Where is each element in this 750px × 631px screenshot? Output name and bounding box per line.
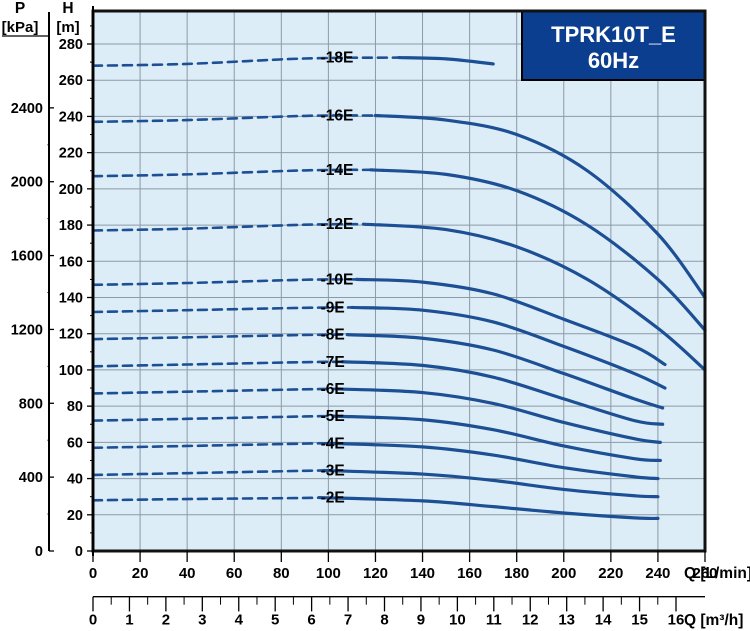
svg-text:2000: 2000 bbox=[11, 175, 43, 191]
svg-text:60: 60 bbox=[226, 565, 243, 582]
svg-text:-10E: -10E bbox=[321, 271, 354, 288]
svg-text:120: 120 bbox=[59, 327, 83, 343]
svg-text:4: 4 bbox=[235, 612, 244, 629]
svg-text:7: 7 bbox=[344, 612, 352, 629]
svg-text:0: 0 bbox=[75, 544, 83, 560]
svg-text:3: 3 bbox=[198, 612, 206, 629]
svg-text:800: 800 bbox=[19, 396, 43, 412]
svg-text:Q [m³/h]: Q [m³/h] bbox=[684, 612, 743, 629]
svg-text:-6E: -6E bbox=[321, 381, 345, 398]
svg-text:8: 8 bbox=[380, 612, 388, 629]
svg-text:80: 80 bbox=[67, 399, 83, 415]
svg-text:H: H bbox=[62, 0, 73, 17]
svg-text:160: 160 bbox=[59, 254, 83, 270]
svg-text:240: 240 bbox=[59, 109, 83, 125]
svg-text:140: 140 bbox=[59, 291, 83, 307]
svg-text:-12E: -12E bbox=[321, 216, 354, 233]
svg-text:-2E: -2E bbox=[321, 490, 345, 507]
svg-text:40: 40 bbox=[179, 565, 196, 582]
svg-text:15: 15 bbox=[631, 612, 648, 629]
svg-text:1600: 1600 bbox=[11, 249, 43, 265]
svg-text:220: 220 bbox=[598, 565, 623, 582]
svg-text:-14E: -14E bbox=[321, 162, 354, 179]
svg-text:-4E: -4E bbox=[321, 435, 345, 452]
svg-text:100: 100 bbox=[316, 565, 341, 582]
svg-text:Q [L/min]: Q [L/min] bbox=[684, 565, 750, 582]
svg-text:0: 0 bbox=[89, 612, 97, 629]
svg-text:6: 6 bbox=[307, 612, 315, 629]
svg-text:180: 180 bbox=[59, 218, 83, 234]
svg-text:[m]: [m] bbox=[56, 19, 79, 36]
svg-text:260: 260 bbox=[59, 73, 83, 89]
svg-text:P: P bbox=[15, 0, 25, 17]
svg-text:-16E: -16E bbox=[321, 108, 354, 125]
svg-text:0: 0 bbox=[89, 565, 97, 582]
svg-text:16: 16 bbox=[668, 612, 685, 629]
svg-text:5: 5 bbox=[271, 612, 279, 629]
svg-text:1200: 1200 bbox=[11, 322, 43, 338]
svg-text:80: 80 bbox=[273, 565, 290, 582]
svg-text:11: 11 bbox=[486, 612, 502, 629]
svg-text:140: 140 bbox=[410, 565, 435, 582]
svg-text:2: 2 bbox=[162, 612, 170, 629]
svg-text:-9E: -9E bbox=[321, 300, 345, 317]
svg-text:60Hz: 60Hz bbox=[588, 48, 639, 73]
svg-text:2400: 2400 bbox=[11, 101, 43, 117]
svg-text:[kPa]: [kPa] bbox=[2, 19, 39, 36]
svg-text:60: 60 bbox=[67, 435, 83, 451]
svg-text:TPRK10T_E: TPRK10T_E bbox=[551, 22, 676, 47]
svg-text:13: 13 bbox=[558, 612, 575, 629]
svg-text:1: 1 bbox=[125, 612, 133, 629]
svg-text:20: 20 bbox=[132, 565, 149, 582]
svg-text:12: 12 bbox=[522, 612, 539, 629]
svg-text:20: 20 bbox=[67, 508, 83, 524]
svg-text:200: 200 bbox=[551, 565, 576, 582]
svg-text:240: 240 bbox=[645, 565, 670, 582]
svg-text:40: 40 bbox=[67, 472, 83, 488]
svg-text:-8E: -8E bbox=[321, 327, 345, 344]
svg-text:160: 160 bbox=[457, 565, 482, 582]
svg-text:220: 220 bbox=[59, 146, 83, 162]
svg-text:9: 9 bbox=[417, 612, 425, 629]
svg-text:0: 0 bbox=[35, 544, 43, 560]
svg-text:10: 10 bbox=[449, 612, 466, 629]
svg-text:100: 100 bbox=[59, 363, 83, 379]
svg-text:-3E: -3E bbox=[321, 462, 345, 479]
svg-text:-5E: -5E bbox=[321, 408, 345, 425]
svg-text:280: 280 bbox=[59, 37, 83, 53]
svg-text:-18E: -18E bbox=[321, 50, 354, 67]
svg-text:180: 180 bbox=[504, 565, 529, 582]
svg-text:120: 120 bbox=[363, 565, 388, 582]
svg-text:-7E: -7E bbox=[321, 354, 345, 371]
svg-text:14: 14 bbox=[595, 612, 612, 629]
svg-text:400: 400 bbox=[19, 470, 43, 486]
svg-text:200: 200 bbox=[59, 182, 83, 198]
